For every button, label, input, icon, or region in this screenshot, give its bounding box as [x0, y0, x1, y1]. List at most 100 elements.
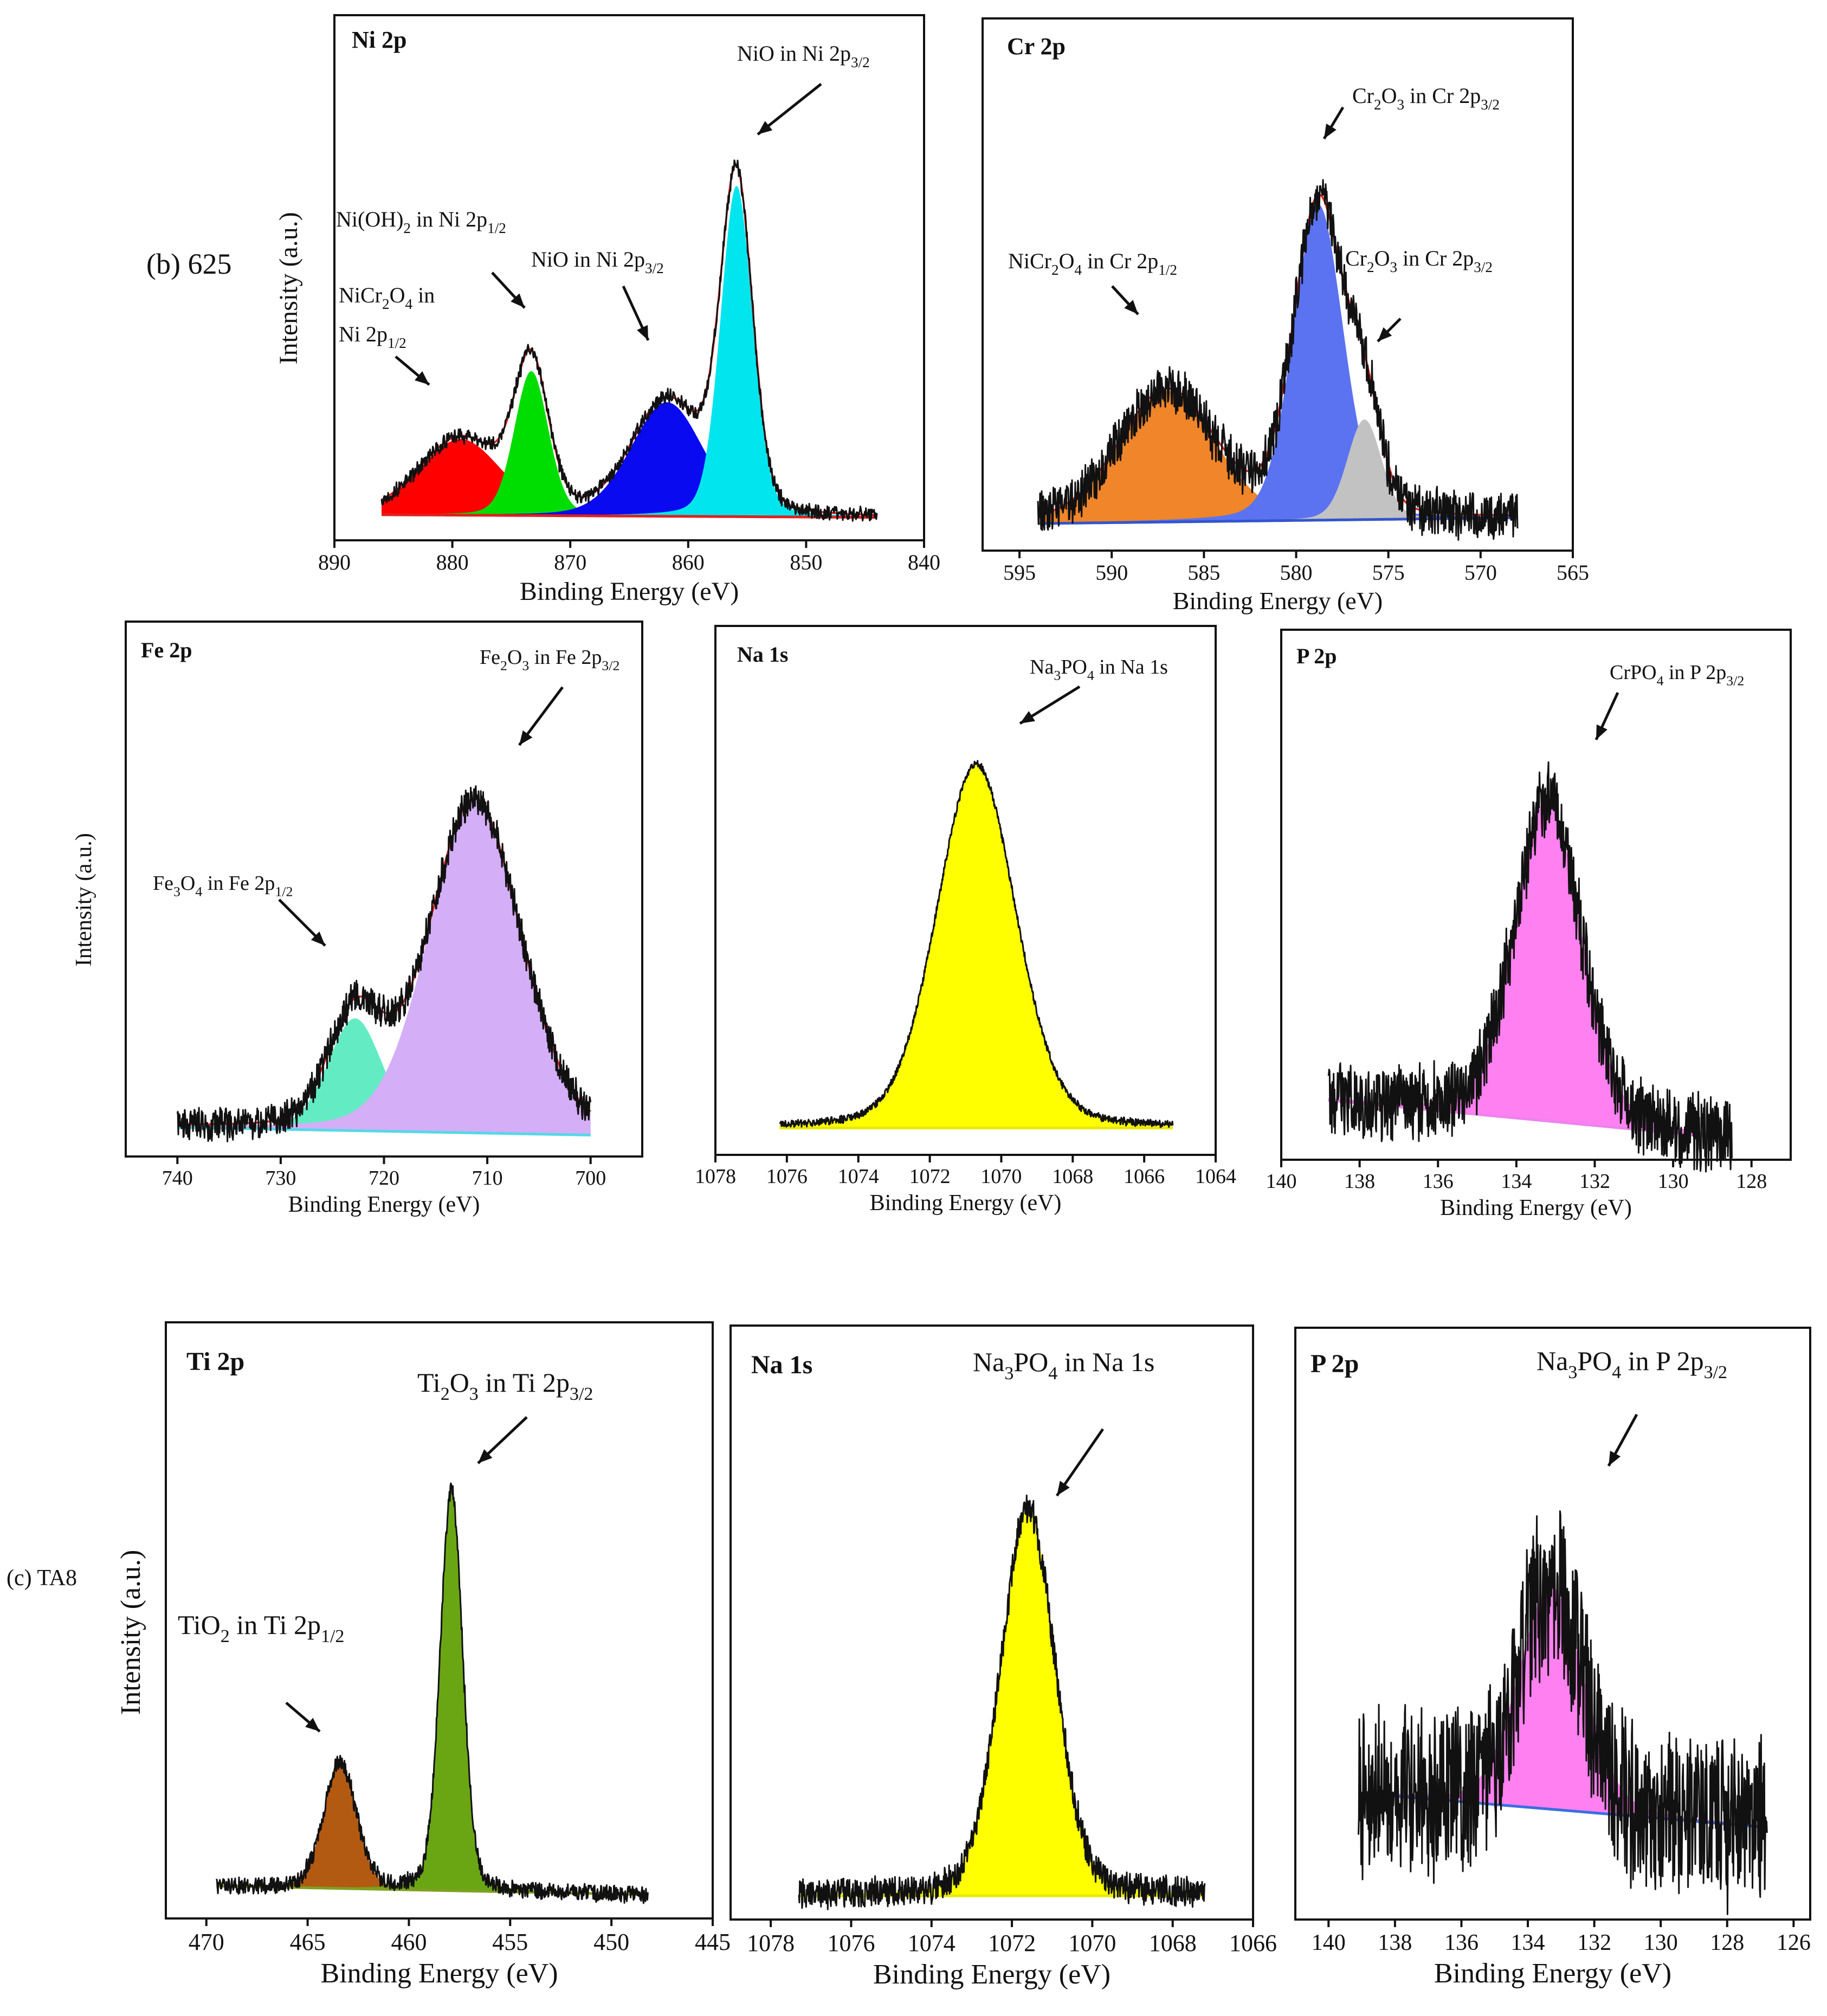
peak-p2p_b-0	[1328, 798, 1732, 1139]
x-tick-label-ni2p: 840	[908, 550, 940, 574]
chart-p2p_b: 140 138 136 134 132 130 128 Binding Energy (eV)…	[1266, 629, 1792, 1220]
chart-p2p_c: 140 138 136 134 132 130 128 126 Binding Energy (…	[1294, 1327, 1811, 1989]
x-tick-label-ti2p: 450	[593, 1929, 629, 1955]
x-tick-label-na1s_c: 1074	[908, 1930, 956, 1956]
chart-title-p2p_c: P 2p	[1310, 1349, 1359, 1378]
plot-frame-cr2p	[982, 17, 1574, 552]
x-tick-label-p2p_c: 138	[1378, 1930, 1412, 1955]
x-tick-label-p2p_c: 130	[1644, 1930, 1678, 1955]
annotation-arrow-ni2p-2	[622, 285, 650, 341]
annotation-fe2p-1: Fe3O4 in Fe 2p1/2	[153, 872, 293, 899]
annotation-ni2p-0: NiO in Ni 2p3/2	[737, 41, 870, 70]
x-tick-label-cr2p: 565	[1557, 560, 1589, 585]
x-tick-label-p2p_b: 136	[1423, 1170, 1454, 1193]
annotation-arrow-ti2p-1	[285, 1702, 321, 1733]
annotation-arrow-fe2p-1	[278, 899, 326, 947]
x-tick-label-ni2p: 860	[672, 550, 705, 574]
annotation-ni2p-3: NiCr2O4 in	[339, 283, 435, 312]
plot-frame-p2p_b	[1280, 629, 1792, 1161]
peak-cr2p-0	[1038, 391, 1518, 524]
annotation-na1s_b-0: Na3PO4 in Na 1s	[1030, 656, 1168, 683]
x-axis-label-p2p_b: Binding Energy (eV)	[1440, 1196, 1632, 1220]
x-tick-label-na1s_b: 1068	[1052, 1165, 1093, 1188]
peak-ni2p-2	[382, 402, 877, 518]
x-tick-label-p2p_b: 134	[1501, 1170, 1532, 1193]
chart-na1s_c: 1078 1076 1074 1072 1070 1068 1066 Binding Ener…	[729, 1324, 1277, 1990]
annotation-arrow-na1s_c-0	[1055, 1428, 1105, 1497]
x-axis-label-cr2p: Binding Energy (eV)	[1173, 587, 1383, 615]
peak-p2p_c-0	[1358, 1586, 1767, 1827]
x-tick-label-ti2p: 455	[492, 1929, 528, 1955]
annotation-arrow-cr2p-2	[1377, 318, 1402, 343]
x-tick-label-cr2p: 570	[1464, 560, 1497, 585]
annotation-ti2p-1: TiO2 in Ti 2p1/2	[178, 1610, 344, 1646]
x-tick-label-ti2p: 470	[189, 1929, 224, 1955]
annotation-arrow-na1s_b-0	[1019, 685, 1081, 725]
x-axis-label-na1s_b: Binding Energy (eV)	[870, 1191, 1062, 1216]
chart-ti2p: 470 465 460 455 450 445 Binding Energy (eV) Int…	[115, 1321, 731, 1989]
annotation-arrow-cr2p-0	[1322, 106, 1345, 140]
annotation-arrow-cr2p-1	[1111, 285, 1139, 315]
y-axis-label-fe2p: Intensity (a.u.)	[72, 833, 96, 966]
annotation-arrow-p2p_c-0	[1607, 1413, 1638, 1467]
x-tick-label-fe2p: 720	[369, 1167, 399, 1190]
x-tick-label-cr2p: 575	[1372, 560, 1405, 585]
raw-spectrum-fe2p	[176, 785, 592, 1142]
annotation-arrow-fe2p-0	[518, 686, 564, 746]
plot-frame-p2p_c	[1294, 1327, 1811, 1921]
x-tick-label-na1s_c: 1072	[988, 1930, 1036, 1956]
x-tick-label-p2p_c: 128	[1710, 1930, 1744, 1955]
x-tick-label-na1s_b: 1070	[980, 1165, 1022, 1188]
x-tick-label-p2p_c: 136	[1444, 1930, 1479, 1955]
x-tick-label-cr2p: 585	[1187, 560, 1220, 585]
raw-spectrum-cr2p	[1037, 179, 1519, 541]
annotation-na1s_c-0: Na3PO4 in Na 1s	[973, 1347, 1154, 1384]
x-tick-label-ni2p: 850	[790, 550, 822, 574]
x-tick-label-p2p_c: 140	[1312, 1930, 1346, 1955]
x-axis-label-ni2p: Binding Energy (eV)	[520, 577, 739, 606]
x-axis-label-ti2p: Binding Energy (eV)	[320, 1958, 558, 1989]
peak-ni2p-1	[382, 371, 877, 518]
annotation-p2p_b-0: CrPO4 in P 2p3/2	[1610, 661, 1744, 688]
annotation-cr2p-0: Cr2O3 in Cr 2p3/2	[1352, 83, 1500, 113]
y-axis-label-ti2p: Intensity (a.u.)	[115, 1550, 146, 1715]
y-axis-label-ni2p: Intensity (a.u.)	[274, 212, 303, 364]
raw-spectrum-ti2p	[216, 1482, 649, 1904]
baseline-ni2p	[382, 513, 877, 519]
x-tick-label-p2p_b: 138	[1344, 1170, 1375, 1193]
annotation-cr2p-1: NiCr2O4 in Cr 2p1/2	[1008, 249, 1177, 278]
x-tick-label-fe2p: 740	[162, 1167, 193, 1190]
x-tick-label-cr2p: 580	[1280, 560, 1313, 585]
plot-frame-na1s_c	[729, 1324, 1254, 1921]
x-tick-label-na1s_b: 1076	[766, 1165, 808, 1188]
x-tick-label-p2p_b: 130	[1658, 1170, 1689, 1193]
x-tick-label-cr2p: 595	[1003, 560, 1036, 585]
x-tick-label-na1s_b: 1074	[838, 1165, 879, 1188]
annotation-ni2p-2: NiO in Ni 2p3/2	[531, 247, 664, 276]
raw-spectrum-ni2p	[380, 159, 878, 522]
chart-ni2p: 890 880 870 860 850 840 Binding Energy (eV) Int…	[274, 14, 940, 606]
chart-title-na1s_b: Na 1s	[737, 642, 788, 667]
annotation-ni2p-1: Ni(OH)2 in Ni 2p1/2	[336, 207, 506, 236]
x-tick-label-fe2p: 730	[265, 1167, 296, 1190]
annotation-arrow-ni2p-1	[491, 272, 526, 309]
peak-fe2p-1	[177, 800, 591, 1135]
annotation-ti2p-0: Ti2O3 in Ti 2p3/2	[417, 1367, 593, 1404]
x-tick-label-ti2p: 465	[290, 1929, 326, 1955]
chart-title-p2p_b: P 2p	[1296, 644, 1337, 668]
peak-na1s_c-0	[799, 1509, 1205, 1896]
chart-title-fe2p: Fe 2p	[141, 638, 192, 662]
x-tick-label-cr2p: 590	[1095, 560, 1128, 585]
peak-ni2p-3	[382, 186, 877, 518]
x-tick-label-na1s_c: 1068	[1149, 1930, 1197, 1956]
chart-title-cr2p: Cr 2p	[1007, 33, 1066, 60]
x-tick-label-fe2p: 700	[575, 1167, 606, 1190]
annotation-fe2p-0: Fe2O3 in Fe 2p3/2	[480, 646, 619, 673]
raw-spectrum-p2p_c	[1358, 1510, 1768, 1915]
chart-na1s_b: 1078 1076 1074 1072 1070 1068 1066 1064 Binding …	[695, 625, 1236, 1216]
annotation-arrow-ti2p-0	[477, 1416, 528, 1464]
x-tick-label-p2p_b: 128	[1736, 1170, 1767, 1193]
chart-title-ni2p: Ni 2p	[352, 27, 406, 53]
figure-label-b: (b) 625	[146, 248, 231, 280]
x-tick-label-ni2p: 880	[436, 550, 469, 574]
